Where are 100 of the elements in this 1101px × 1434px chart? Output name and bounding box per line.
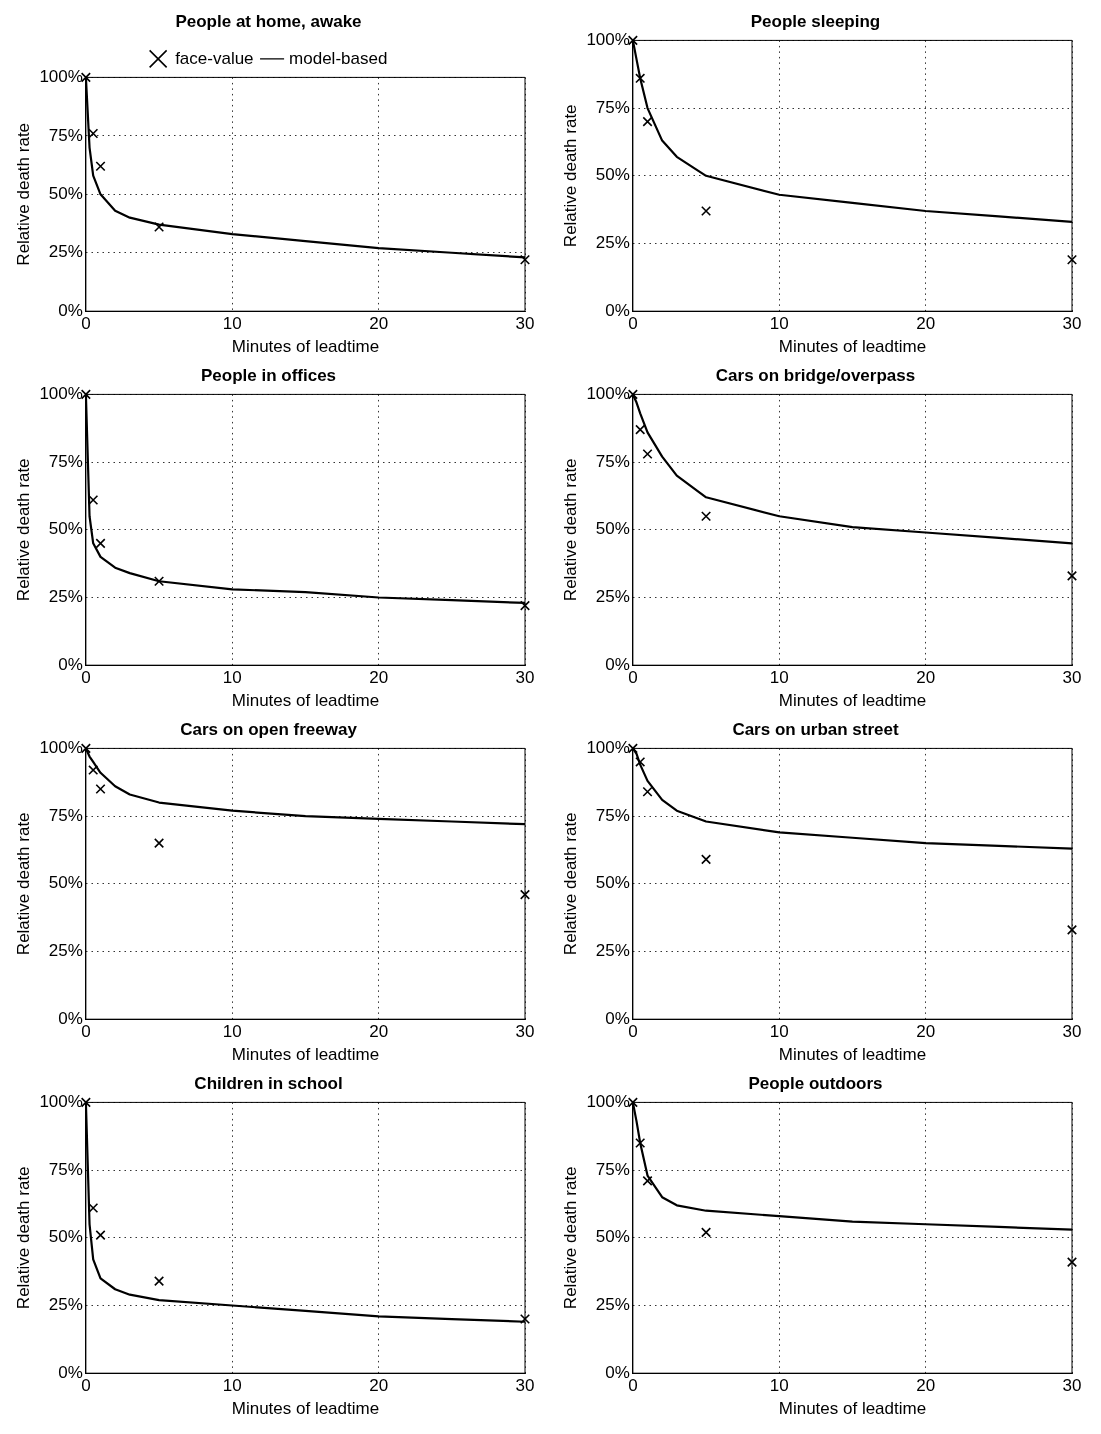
x-tick-label: 10: [769, 668, 789, 688]
x-tick-label: 20: [916, 668, 936, 688]
point: [154, 576, 165, 587]
x-tick-label: 10: [222, 668, 242, 688]
x-tick-label: 10: [222, 1022, 242, 1042]
y-tick-label: 0%: [58, 300, 83, 320]
y-tick-label: 75%: [595, 805, 630, 825]
point: [642, 1175, 653, 1186]
point: [154, 838, 165, 849]
chart-title: Cars on urban street: [732, 719, 899, 739]
point: [642, 116, 653, 127]
point: [1066, 924, 1078, 935]
x-tick-label: 30: [515, 1376, 535, 1396]
x-tick-label: 10: [222, 1376, 242, 1396]
point: [701, 205, 712, 217]
point: [701, 854, 712, 865]
x-tick-label: 0: [81, 314, 91, 334]
point: [95, 538, 106, 549]
y-tick-label: 100%: [586, 384, 630, 404]
x-axis-title: Minutes of leadtime: [231, 1399, 380, 1419]
x-tick-label: 20: [916, 1022, 936, 1042]
y-tick-label: 50%: [48, 873, 83, 893]
y-tick-label: 25%: [48, 587, 83, 607]
y-tick-label: 75%: [48, 125, 83, 145]
y-tick-label: 25%: [595, 233, 630, 253]
y-tick-label: 75%: [595, 1159, 630, 1179]
y-axis-title: Relative death rate: [13, 122, 33, 266]
x-tick-label: 0: [628, 314, 638, 334]
x-tick-label: 0: [628, 1022, 638, 1042]
point: [154, 221, 165, 233]
x-tick-label: 30: [1062, 1376, 1082, 1396]
point: [88, 765, 99, 776]
y-tick-label: 100%: [586, 30, 630, 50]
y-tick-label: 25%: [48, 941, 83, 961]
x-axis-title: Minutes of leadtime: [778, 691, 927, 711]
chart-title: People sleeping: [750, 11, 881, 31]
y-tick-label: 50%: [595, 873, 630, 893]
x-tick-label: 10: [769, 314, 789, 334]
x-tick-label: 20: [369, 314, 389, 334]
point: [1066, 254, 1078, 265]
legend-label: model-based: [289, 48, 388, 68]
point: [519, 889, 531, 900]
point: [95, 1230, 106, 1241]
point: [635, 756, 646, 767]
y-tick-label: 0%: [58, 654, 83, 674]
y-axis-title: Relative death rate: [560, 458, 580, 602]
y-tick-label: 0%: [605, 300, 630, 320]
x-tick-label: 10: [222, 314, 242, 334]
x-tick-label: 30: [515, 1022, 535, 1042]
y-tick-label: 75%: [48, 805, 83, 825]
x-tick-label: 0: [628, 668, 638, 688]
x-tick-label: 20: [916, 314, 936, 334]
point: [88, 128, 99, 139]
x-tick-label: 30: [515, 314, 535, 334]
x-tick-label: 10: [769, 1022, 789, 1042]
y-tick-label: 100%: [39, 384, 83, 404]
point: [1066, 570, 1078, 581]
x-tick-label: 0: [81, 1022, 91, 1042]
y-tick-label: 0%: [605, 1008, 630, 1028]
x-axis-title: Minutes of leadtime: [231, 1045, 380, 1065]
y-tick-label: 75%: [48, 451, 83, 471]
y-tick-label: 25%: [48, 242, 83, 262]
y-tick-label: 0%: [58, 1362, 83, 1382]
x-tick-label: 20: [369, 1022, 389, 1042]
point: [519, 600, 531, 611]
x-tick-label: 30: [1062, 1022, 1082, 1042]
point: [1066, 1257, 1078, 1268]
y-tick-label: 25%: [595, 1295, 630, 1315]
chart-title: Children in school: [194, 1073, 343, 1093]
y-tick-label: 0%: [58, 1008, 83, 1028]
y-tick-label: 25%: [48, 1295, 83, 1315]
point: [95, 783, 106, 795]
chart-title: People outdoors: [748, 1073, 883, 1093]
x-tick-label: 30: [515, 668, 535, 688]
point: [701, 511, 712, 522]
x-tick-label: 10: [769, 1376, 789, 1396]
y-axis-title: Relative death rate: [13, 458, 33, 602]
point: [635, 1137, 646, 1149]
y-tick-label: 25%: [595, 587, 630, 607]
x-tick-label: 20: [916, 1376, 936, 1396]
x-tick-label: 0: [628, 1376, 638, 1396]
x-axis-title: Minutes of leadtime: [778, 1045, 927, 1065]
chart-title: People at home, awake: [175, 11, 362, 31]
y-tick-label: 50%: [595, 165, 630, 185]
legend-label: face-value: [175, 48, 254, 68]
y-tick-label: 25%: [595, 941, 630, 961]
y-tick-label: 0%: [605, 1362, 630, 1382]
y-tick-label: 100%: [39, 1092, 83, 1112]
chart-title: Cars on open freeway: [180, 719, 358, 739]
y-tick-label: 50%: [48, 1227, 83, 1247]
point: [642, 448, 653, 460]
x-tick-label: 30: [1062, 668, 1082, 688]
point: [154, 1276, 165, 1287]
point: [635, 424, 646, 435]
y-tick-label: 50%: [595, 1227, 630, 1247]
point: [642, 786, 653, 797]
y-tick-label: 50%: [48, 519, 83, 539]
point: [519, 254, 531, 265]
x-axis-title: Minutes of leadtime: [778, 1399, 927, 1419]
y-tick-label: 100%: [39, 67, 83, 87]
